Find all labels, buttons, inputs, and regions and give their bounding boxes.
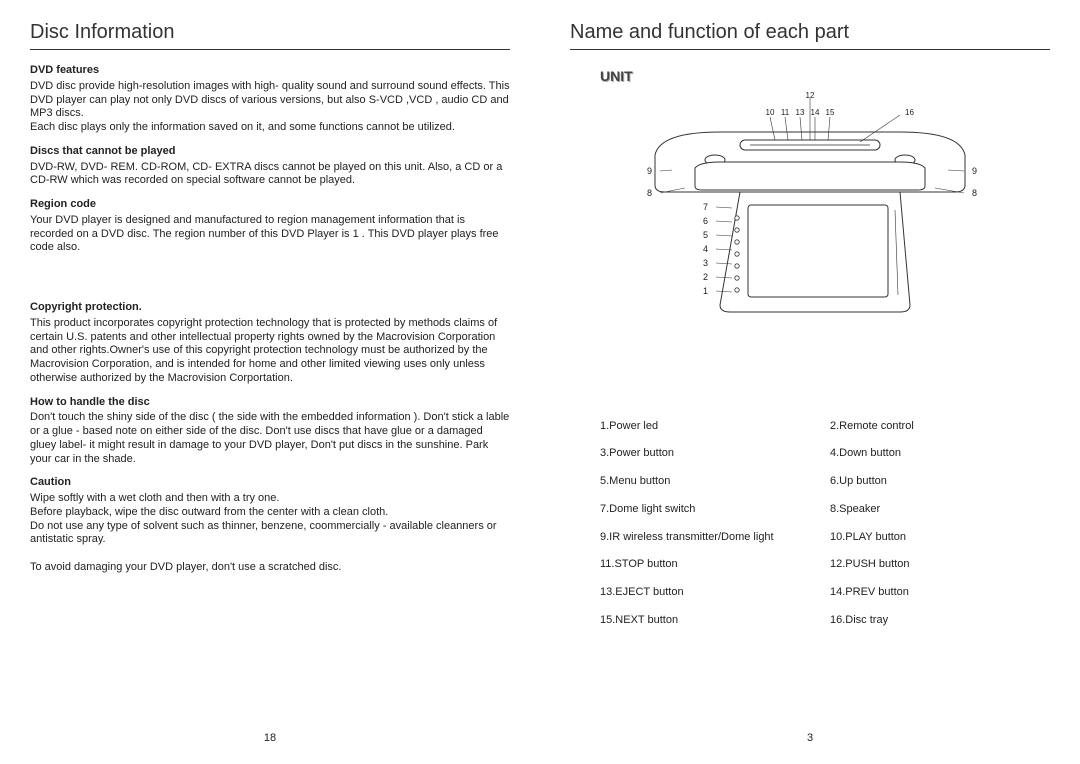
section-heading: Copyright protection. [30, 301, 510, 315]
parts-item: 15.NEXT button [600, 614, 800, 628]
parts-item: 1.Power led [600, 420, 800, 434]
section-body: Wipe softly with a wet cloth and then wi… [30, 492, 510, 575]
parts-item: 2.Remote control [830, 420, 1030, 434]
section-body: Your DVD player is designed and manufact… [30, 214, 510, 255]
parts-item: 4.Down button [830, 447, 1030, 461]
section-heading: How to handle the disc [30, 396, 510, 410]
parts-item: 12.PUSH button [830, 558, 1030, 572]
left-page-number: 18 [30, 732, 510, 746]
svg-text:14: 14 [811, 108, 820, 117]
section-body: DVD-RW, DVD- REM. CD-ROM, CD- EXTRA disc… [30, 161, 510, 189]
section-body: This product incorporates copyright prot… [30, 317, 510, 386]
right-title: Name and function of each part [570, 20, 1050, 50]
svg-text:8: 8 [647, 188, 652, 198]
section-heading: Caution [30, 476, 510, 490]
svg-text:1: 1 [703, 286, 708, 296]
parts-item: 9.IR wireless transmitter/Dome light [600, 531, 800, 545]
svg-text:11: 11 [781, 108, 790, 117]
svg-text:16: 16 [905, 108, 914, 117]
svg-text:7: 7 [703, 202, 708, 212]
svg-text:9: 9 [647, 166, 652, 176]
parts-item: 10.PLAY button [830, 531, 1030, 545]
section-heading: Discs that cannot be played [30, 145, 510, 159]
svg-text:6: 6 [703, 216, 708, 226]
parts-item: 8.Speaker [830, 503, 1030, 517]
parts-item: 3.Power button [600, 447, 800, 461]
svg-text:9: 9 [972, 166, 977, 176]
svg-text:13: 13 [796, 108, 805, 117]
svg-text:15: 15 [826, 108, 835, 117]
svg-text:2: 2 [703, 272, 708, 282]
right-page: Name and function of each part UNIT 9 8 7 6… [540, 0, 1080, 764]
parts-item: 16.Disc tray [830, 614, 1030, 628]
left-page: Disc Information DVD features DVD disc pr… [0, 0, 540, 764]
section-heading: DVD features [30, 64, 510, 78]
section-body: Don't touch the shiny side of the disc (… [30, 411, 510, 466]
svg-text:12: 12 [806, 91, 815, 100]
parts-list: 1.Power led 2.Remote control 3.Power butto… [570, 420, 1050, 628]
svg-text:8: 8 [972, 188, 977, 198]
parts-item: 7.Dome light switch [600, 503, 800, 517]
parts-item: 5.Menu button [600, 475, 800, 489]
section-heading: Region code [30, 198, 510, 212]
right-page-number: 3 [570, 732, 1050, 746]
unit-diagram: 9 8 7 6 5 4 3 2 1 9 8 10 11 13 14 15 12 16 [570, 90, 1050, 330]
unit-label: UNIT [600, 68, 1050, 86]
left-title: Disc Information [30, 20, 510, 50]
svg-text:3: 3 [703, 258, 708, 268]
parts-item: 13.EJECT button [600, 586, 800, 600]
svg-text:5: 5 [703, 230, 708, 240]
parts-item: 14.PREV button [830, 586, 1030, 600]
section-body: DVD disc provide high-resolution images … [30, 80, 510, 135]
left-content: DVD features DVD disc provide high-resolu… [30, 64, 510, 575]
svg-text:4: 4 [703, 244, 708, 254]
svg-text:10: 10 [766, 108, 775, 117]
parts-item: 11.STOP button [600, 558, 800, 572]
parts-item: 6.Up button [830, 475, 1030, 489]
